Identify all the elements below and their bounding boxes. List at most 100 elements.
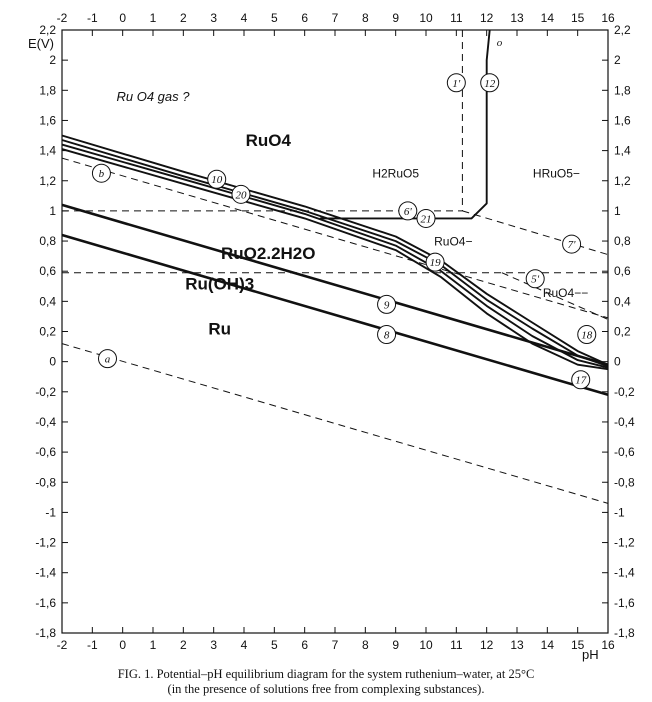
y-tick-label: 0,4: [614, 294, 631, 308]
y-tick-label: -1,6: [35, 596, 56, 610]
region-label: H2RuO5: [372, 167, 419, 181]
y-tick-label: 2: [614, 53, 621, 67]
region-label: RuO4−: [434, 235, 472, 249]
y-tick-label: -0,2: [614, 385, 635, 399]
x-tick-label: 8: [362, 11, 369, 25]
line-label-circle: [91, 163, 111, 183]
line-label-circle: [480, 73, 500, 93]
series-line-9: [61, 203, 609, 366]
x-tick-label: 9: [392, 11, 399, 25]
line-label-text: 6': [404, 206, 413, 218]
x-tick-label: 15: [571, 638, 585, 652]
y-tick-label: 0,6: [39, 264, 56, 278]
y-tick-label: 1,8: [39, 83, 56, 97]
series-line-b: [61, 157, 609, 319]
x-tick-label: 3: [210, 11, 217, 25]
y-axis-title: E(V): [28, 36, 54, 51]
y-tick-label: 1: [614, 204, 621, 218]
region-label: Ru: [208, 320, 231, 339]
y-tick-label: -0,4: [614, 415, 635, 429]
y-tick-label: -1: [614, 505, 625, 519]
y-tick-label: -0,4: [35, 415, 56, 429]
series-line-12: [319, 29, 491, 220]
line-label-text: 9: [384, 299, 390, 311]
x-tick-label: 14: [541, 638, 555, 652]
y-tick-label: 0: [614, 355, 621, 369]
y-tick-label: -0,2: [35, 385, 56, 399]
line-label-text: 12: [484, 78, 496, 90]
region-labels: Ru Ru(OH)3 RuO2.2H2O RuO4 Ru O4 gas ? H2RuO5 H…: [117, 89, 589, 339]
caption-line-2: (in the presence of solutions free from …: [167, 682, 485, 696]
x-tick-label: 2: [180, 11, 187, 25]
y-tick-label: 1: [49, 204, 56, 218]
line-label-circle: [446, 73, 466, 93]
line-label-circle: [207, 169, 227, 189]
potential-ph-diagram: -2-2-1-100112233445566778899101011111212…: [28, 11, 635, 662]
line-label-circle: [98, 349, 117, 369]
region-label: RuO4: [246, 131, 292, 150]
region-label: RuO4−−: [543, 286, 588, 300]
y-tick-label: -1,4: [35, 566, 56, 580]
x-tick-label: 1: [150, 11, 157, 25]
line-label-circle: [377, 325, 397, 345]
series-line-10: [61, 134, 609, 366]
x-tick-label: 7: [332, 11, 339, 25]
line-label-circle: [525, 269, 545, 289]
x-tick-label: 0: [119, 11, 126, 25]
line-label-circle: [577, 325, 597, 345]
y-tick-label: 1,2: [614, 174, 631, 188]
x-tick-label: 5: [271, 638, 278, 652]
x-tick-label: 3: [210, 638, 217, 652]
x-tick-label: 15: [571, 11, 585, 25]
x-tick-label: 4: [241, 638, 248, 652]
y-tick-label: 1,8: [614, 83, 631, 97]
line-label-text: 21: [421, 213, 432, 225]
x-tick-label: 11: [450, 11, 463, 25]
x-tick-label: 13: [510, 638, 524, 652]
line-label-text: 17: [575, 375, 587, 387]
y-tick-label: -0,8: [614, 475, 635, 489]
region-label: Ru(OH)3: [185, 274, 254, 293]
x-tick-label: -1: [87, 11, 98, 25]
y-tick-label: -0,8: [35, 475, 56, 489]
line-label-text: 10: [211, 174, 223, 186]
y-tick-label: -1,2: [614, 536, 635, 550]
y-tick-label: 1,4: [614, 144, 631, 158]
series-line-7p: [462, 210, 609, 256]
series-line-18: [61, 148, 609, 371]
region-label: RuO2.2H2O: [221, 244, 315, 263]
figure-caption: FIG. 1. Potential–pH equilibrium diagram…: [0, 667, 652, 697]
y-tick-label: 0,4: [39, 294, 56, 308]
line-label-circle: [377, 294, 397, 314]
line-label-circle: [425, 252, 445, 272]
y-tick-label: 0,2: [39, 325, 56, 339]
y-tick-label: 0,6: [614, 264, 631, 278]
y-tick-label: -1,8: [35, 626, 56, 640]
line-label-text: 8: [384, 330, 390, 342]
caption-line-1: FIG. 1. Potential–pH equilibrium diagram…: [117, 667, 535, 681]
x-tick-label: 16: [601, 638, 615, 652]
line-label-circle: [416, 208, 436, 228]
y-tick-label: 0,2: [614, 325, 631, 339]
x-tick-label: -1: [87, 638, 98, 652]
region-label: HRuO5−: [533, 167, 580, 181]
x-tick-label: 2: [180, 638, 187, 652]
series-line-17: [501, 272, 609, 320]
x-tick-label: 13: [510, 11, 524, 25]
line-label-text: a: [105, 354, 111, 366]
y-tick-label: 1,2: [39, 174, 56, 188]
y-tick-label: -1,8: [614, 626, 635, 640]
y-tick-label: 1,6: [614, 113, 631, 127]
line-label-text: 1': [452, 78, 461, 90]
y-tick-label: 2,2: [39, 23, 56, 37]
line-label-text: 7': [568, 239, 577, 251]
y-tick-label: -1: [45, 505, 56, 519]
line-label-circle: [571, 370, 591, 390]
series-line-8: [61, 233, 609, 397]
line-label-circle: [231, 184, 251, 204]
y-tick-label: 1,6: [39, 113, 56, 127]
x-tick-label: 11: [450, 638, 463, 652]
x-tick-label: 12: [480, 638, 494, 652]
line-label-text: 19: [430, 257, 442, 269]
x-tick-label: -2: [57, 638, 68, 652]
